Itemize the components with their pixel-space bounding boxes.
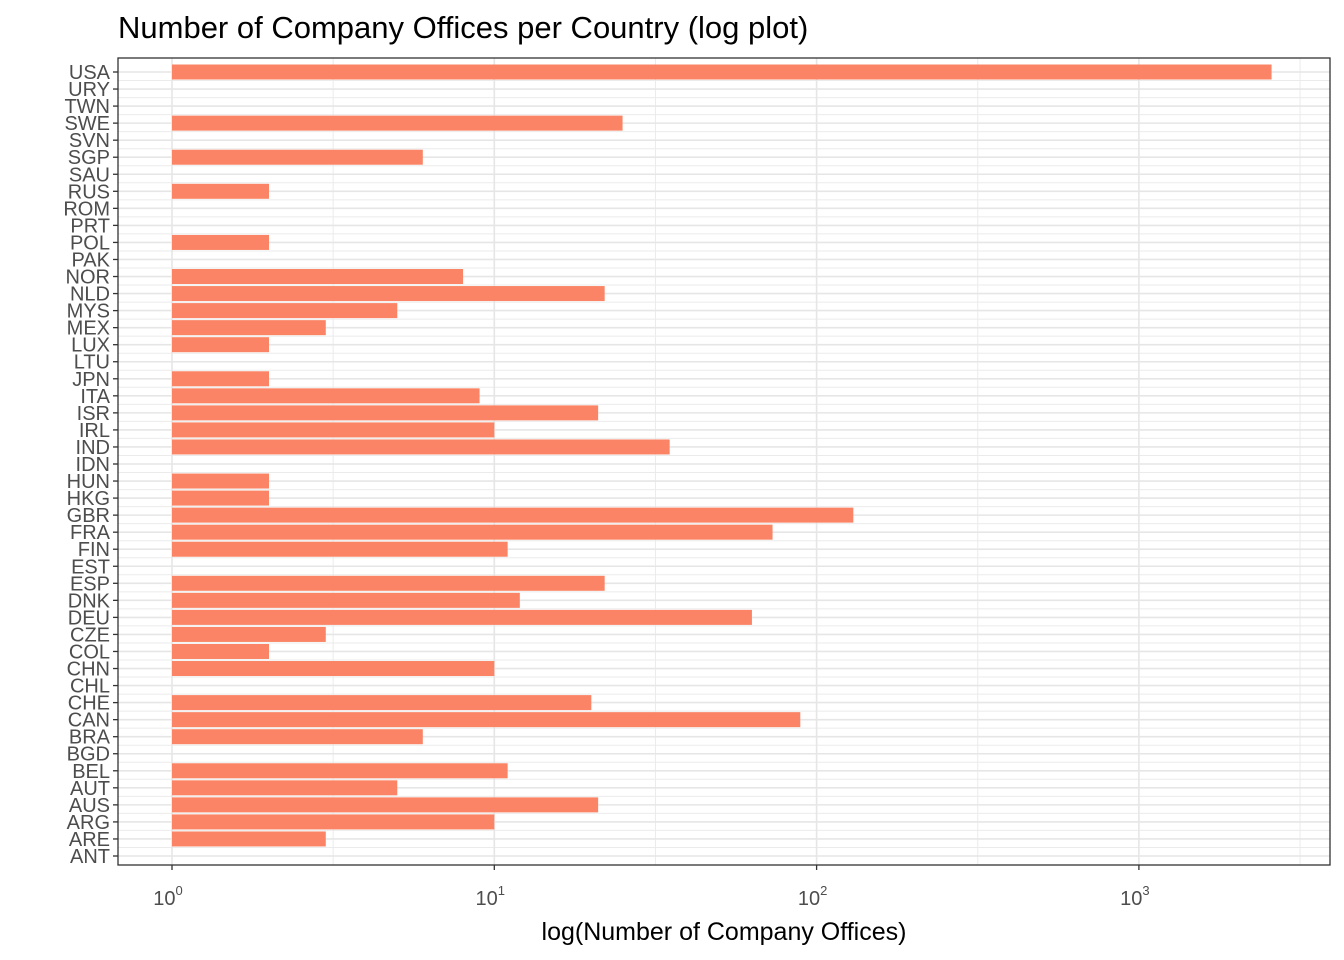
bar-ind	[172, 439, 670, 455]
bar-hun	[172, 473, 270, 489]
bars	[172, 64, 1272, 847]
bar-can	[172, 712, 801, 728]
y-tick-label: SVN	[69, 130, 110, 152]
y-tick-label: ARE	[69, 829, 110, 851]
y-tick-label: RUS	[68, 181, 110, 203]
y-tick-label: LUX	[71, 335, 110, 357]
bar-aut	[172, 780, 398, 796]
y-tick-label: DNK	[68, 590, 111, 612]
bar-isr	[172, 405, 599, 421]
bar-nld	[172, 286, 605, 302]
y-tick-label: USA	[69, 62, 111, 84]
x-tick-label: 102	[798, 883, 827, 910]
bar-lux	[172, 337, 270, 353]
y-tick-label: SWE	[64, 113, 110, 135]
y-tick-label: LTU	[74, 352, 110, 374]
bar-are	[172, 831, 326, 847]
grid-minor	[118, 58, 1330, 865]
bar-dnk	[172, 592, 520, 608]
y-tick-label: ESP	[70, 573, 110, 595]
y-tick-label: COL	[69, 641, 110, 663]
x-axis: 100 101 102 103	[153, 865, 1150, 910]
bar-fin	[172, 541, 508, 557]
bar-sgp	[172, 149, 423, 165]
y-tick-label: NLD	[70, 284, 110, 306]
bar-jpn	[172, 371, 270, 387]
bar-mys	[172, 303, 398, 319]
bar-arg	[172, 814, 495, 830]
y-tick-label: CHE	[68, 693, 110, 715]
x-tick-label: 100	[153, 883, 182, 910]
y-tick-label: BEL	[72, 761, 110, 783]
x-tick-label: 101	[476, 883, 505, 910]
bar-usa	[172, 64, 1272, 80]
y-tick-label: CHN	[67, 659, 110, 681]
bar-hkg	[172, 490, 270, 506]
y-tick-label: HKG	[67, 488, 110, 510]
y-tick-label: SAU	[69, 164, 110, 186]
bar-swe	[172, 115, 623, 131]
x-axis-title: log(Number of Company Offices)	[542, 918, 907, 946]
y-tick-label: TWN	[64, 96, 110, 118]
bar-cze	[172, 626, 326, 642]
bar-irl	[172, 422, 495, 438]
y-tick-label: SGP	[68, 147, 110, 169]
bar-gbr	[172, 507, 854, 523]
y-tick-label: CZE	[70, 624, 110, 646]
y-tick-label: PAK	[71, 249, 110, 271]
y-tick-label: ROM	[63, 198, 110, 220]
bar-bel	[172, 763, 508, 779]
y-tick-label: EST	[71, 556, 110, 578]
x-tick-label: 103	[1120, 883, 1149, 910]
y-tick-label: URY	[68, 79, 110, 101]
y-tick-label: MYS	[67, 301, 110, 323]
y-tick-label: MEX	[67, 318, 110, 340]
chart-title: Number of Company Offices per Country (l…	[118, 10, 809, 45]
bar-rus	[172, 183, 270, 199]
y-tick-label: HUN	[67, 471, 110, 493]
bar-che	[172, 695, 592, 711]
y-tick-label: CAN	[68, 710, 110, 732]
y-tick-label: FIN	[78, 539, 110, 561]
bar-fra	[172, 524, 773, 540]
y-tick-label: GBR	[67, 505, 110, 527]
y-tick-label: ANT	[70, 846, 110, 868]
y-tick-label: DEU	[68, 607, 110, 629]
panel-border	[117, 57, 1331, 866]
y-tick-label: POL	[70, 232, 110, 254]
y-tick-label: BGD	[67, 744, 110, 766]
y-tick-label: ITA	[80, 386, 110, 408]
bar-esp	[172, 575, 605, 591]
bar-pol	[172, 234, 270, 250]
y-tick-label: ISR	[77, 403, 110, 425]
y-tick-label: ARG	[67, 812, 110, 834]
y-tick-label: AUS	[69, 795, 110, 817]
y-tick-label: IND	[76, 437, 110, 459]
bar-aus	[172, 797, 599, 813]
y-tick-label: BRA	[69, 727, 111, 749]
bar-mex	[172, 320, 326, 336]
bar-col	[172, 643, 270, 659]
y-tick-label: CHL	[70, 676, 110, 698]
bar-chn	[172, 661, 495, 677]
y-tick-label: IRL	[79, 420, 110, 442]
y-tick-label: FRA	[70, 522, 111, 544]
bar-bra	[172, 729, 423, 745]
y-tick-label: IDN	[76, 454, 110, 476]
bar-ita	[172, 388, 480, 404]
y-tick-label: AUT	[70, 778, 110, 800]
y-axis: ANTAREARGAUSAUTBELBGDBRACANCHECHLCHNCOLC…	[63, 62, 118, 868]
y-tick-label: NOR	[66, 267, 110, 289]
y-tick-label: JPN	[72, 369, 110, 391]
bar-nor	[172, 269, 464, 285]
bar-deu	[172, 609, 752, 625]
y-tick-label: PRT	[70, 215, 110, 237]
